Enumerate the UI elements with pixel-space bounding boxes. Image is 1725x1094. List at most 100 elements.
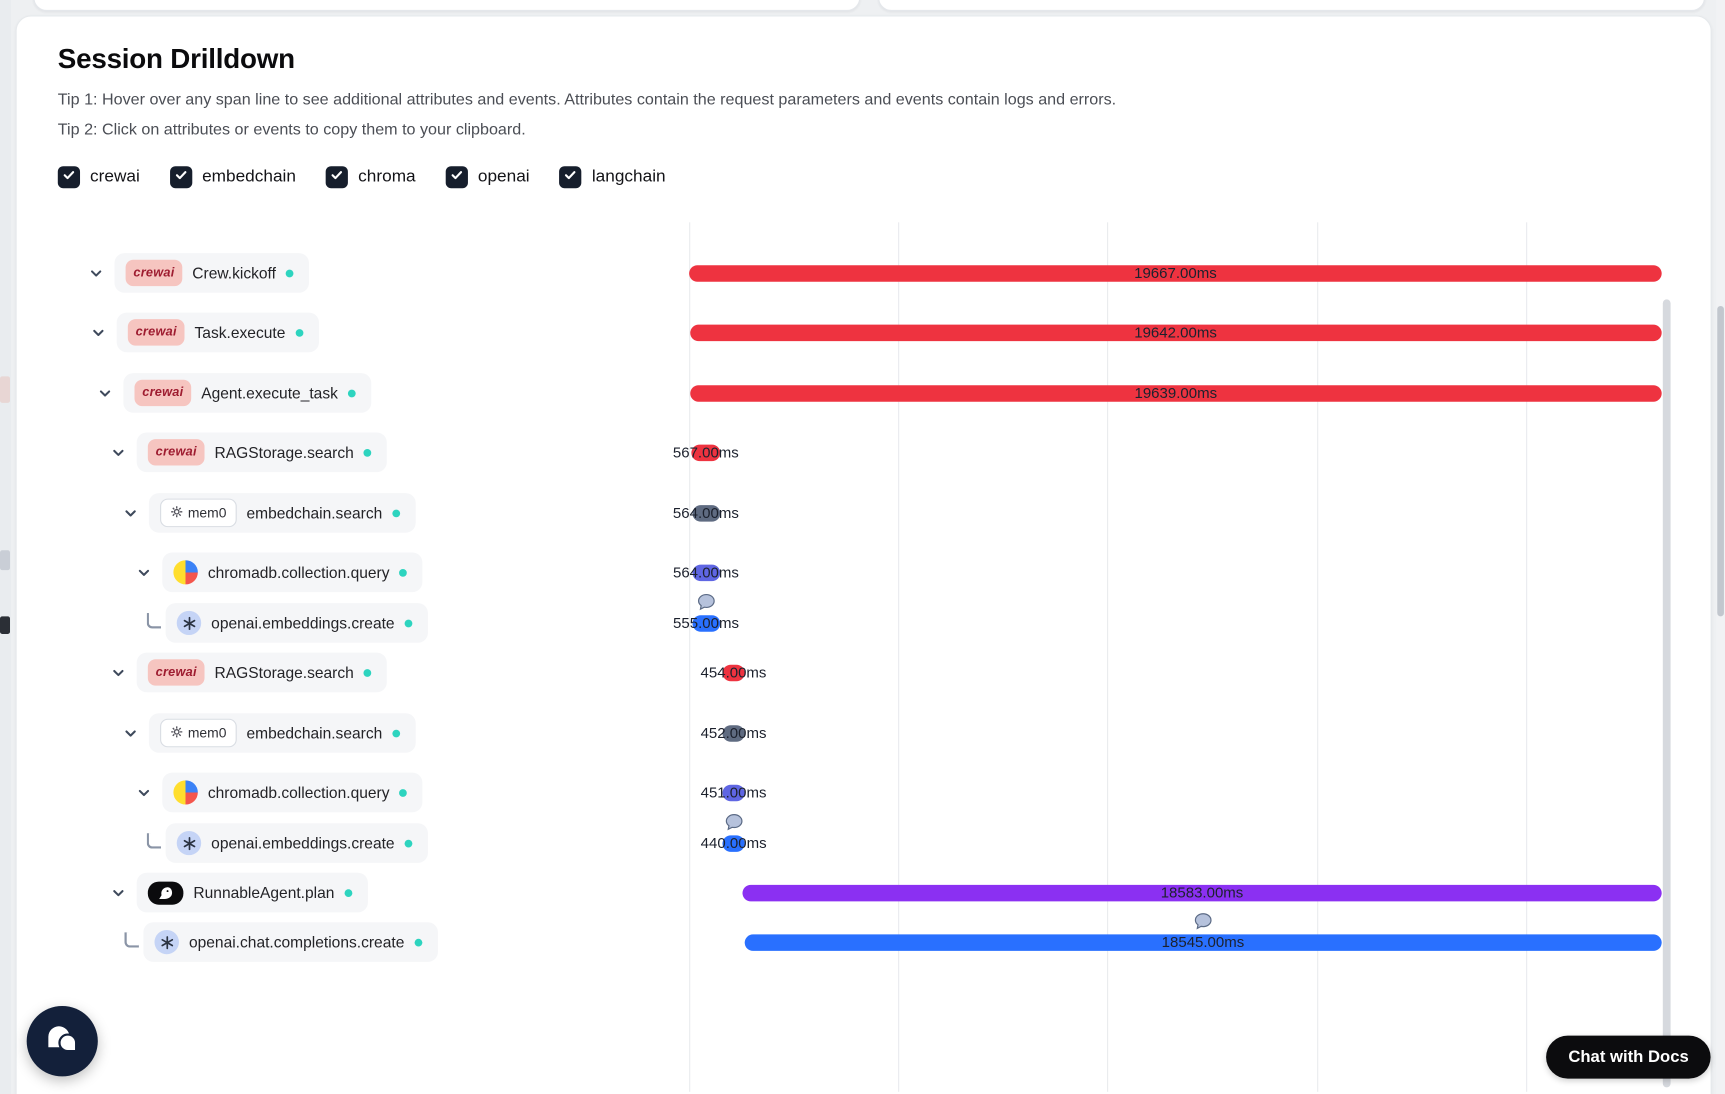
span-label[interactable]: chromadb.collection.query [162,772,423,813]
chroma-logo-icon [173,560,198,585]
span-duration-label: 567.00ms [672,444,739,461]
event-bubble-icon[interactable] [697,593,716,616]
span-label[interactable]: crewai RAGStorage.search [136,432,388,473]
chevron-down-icon[interactable] [87,321,109,343]
span-duration-bar[interactable] [689,264,1662,282]
crewai-logo-icon: crewai [134,379,192,407]
span-duration-bar[interactable] [689,324,1662,341]
tip-1-text: Tip 1: Hover over any span line to see a… [57,91,1117,109]
crewai-logo-text: crewai [133,266,175,280]
checkbox-langchain[interactable] [559,166,582,189]
span-label[interactable]: crewai Task.execute [116,312,319,353]
chevron-down-icon[interactable] [132,781,154,803]
span-label[interactable]: openai.chat.completions.create [143,922,438,962]
span-status-dot [344,888,353,897]
chevron-down-icon[interactable] [132,561,154,583]
span-status-dot [295,328,304,337]
span-status-dot [392,729,401,737]
span-duration-label: 555.00ms [673,614,739,632]
span-label[interactable]: mem0 embedchain.search [148,493,416,533]
chat-widget-button[interactable] [26,1005,98,1077]
tree-connector-icon [146,613,162,629]
span-status-dot [404,619,413,627]
filter-openai[interactable]: openai [445,166,530,189]
checkbox-openai[interactable] [445,166,468,189]
span-duration-label: 452.00ms [700,724,767,742]
checkbox-chroma[interactable] [325,166,349,189]
page-scrollbar-thumb[interactable] [1717,305,1724,617]
event-bubble-icon[interactable] [724,813,743,836]
timeline-gridline [898,222,900,1092]
span-label[interactable]: openai.embeddings.create [165,603,428,643]
span-duration-bar[interactable] [690,384,1662,402]
span-label[interactable]: crewai Agent.execute_task [123,373,372,413]
clipped-element-fragment [0,376,11,403]
check-icon [330,167,343,187]
span-duration-bar[interactable] [691,564,720,581]
span-name: embedchain.search [246,724,383,742]
chevron-down-icon[interactable] [119,722,141,744]
span-label[interactable]: openai.embeddings.create [165,823,428,863]
tip-2-text: Tip 2: Click on attributes or events to … [57,121,526,139]
chevron-down-icon[interactable] [93,382,115,404]
span-status-dot [363,668,372,677]
span-name: openai.chat.completions.create [188,933,405,951]
filter-langchain[interactable]: langchain [559,166,666,189]
span-duration-bar[interactable] [744,933,1662,951]
span-label[interactable]: chromadb.collection.query [162,552,423,593]
filter-label: crewai [90,167,140,187]
span-duration-bar[interactable] [722,664,745,681]
top-card-left [33,0,861,12]
span-status-dot [399,568,408,577]
span-name: RAGStorage.search [214,443,354,462]
span-label[interactable]: mem0 embedchain.search [148,713,416,753]
chevron-down-icon[interactable] [107,661,129,683]
chevron-down-icon[interactable] [107,441,129,463]
span-duration-bar[interactable] [742,884,1662,901]
span-duration-bar[interactable] [722,724,745,742]
chat-with-docs-button[interactable]: Chat with Docs [1546,1035,1711,1079]
check-icon [564,167,577,187]
event-bubble-icon[interactable] [1194,912,1213,935]
span-name: Task.execute [194,323,286,342]
span-label[interactable]: crewai RAGStorage.search [136,652,388,693]
filter-crewai[interactable]: crewai [57,166,140,189]
span-duration-label: 18545.00ms [1161,933,1245,951]
span-status-dot [347,389,356,397]
langchain-logo-icon [147,881,184,905]
crewai-logo-text: crewai [135,325,177,339]
check-icon [174,167,187,187]
span-duration-bar[interactable] [691,444,720,461]
openai-logo-icon [176,610,202,636]
mem0-logo-text: mem0 [187,505,227,521]
filter-chroma[interactable]: chroma [325,166,416,189]
checkbox-crewai[interactable] [57,166,81,189]
span-duration-label: 18583.00ms [1160,884,1244,901]
span-name: Crew.kickoff [192,264,276,282]
span-label[interactable]: crewai Crew.kickoff [114,253,310,293]
span-duration-label: 440.00ms [700,834,767,852]
mem0-logo-icon: mem0 [160,718,237,748]
span-status-dot [414,938,423,946]
span-duration-label: 564.00ms [672,564,739,581]
span-duration-bar[interactable] [691,504,720,522]
crewai-logo-icon: crewai [147,439,205,466]
span-duration-bar[interactable] [722,834,745,852]
checkbox-embedchain[interactable] [169,166,193,189]
chevron-down-icon[interactable] [107,882,129,904]
span-duration-bar[interactable] [722,784,745,801]
gear-icon [170,505,183,522]
check-icon [62,167,75,187]
chevron-down-icon[interactable] [119,502,141,524]
page-left-edge [0,0,12,1094]
span-status-dot [404,839,413,847]
crewai-logo-text: crewai [155,445,197,459]
filter-embedchain[interactable]: embedchain [169,166,296,189]
waterfall-scrollbar[interactable] [1662,299,1671,1088]
span-duration-label: 19667.00ms [1134,264,1217,282]
span-label[interactable]: RunnableAgent.plan [136,872,368,913]
crewai-logo-icon: crewai [125,259,183,287]
span-status-dot [392,509,401,517]
span-duration-bar[interactable] [692,614,720,632]
chevron-down-icon[interactable] [84,262,106,284]
